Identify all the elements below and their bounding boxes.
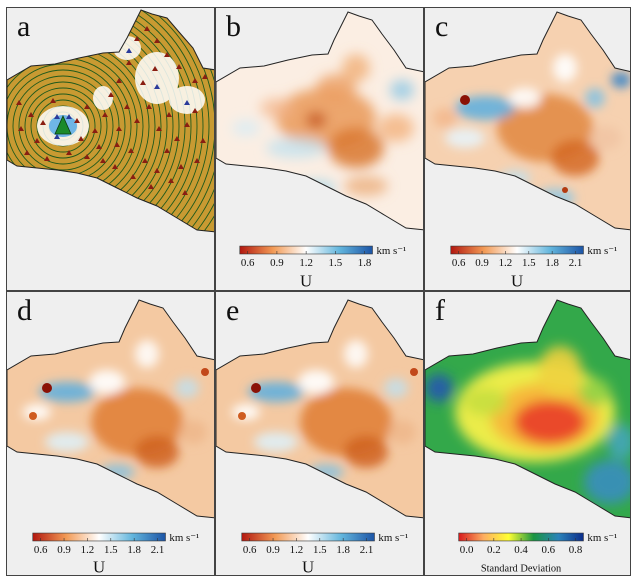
velocity-map	[7, 299, 214, 519]
panel-f: 0.0 0.2 0.4 0.6 0.8 km s⁻¹ Standard Deviatio…	[424, 291, 631, 576]
panel-e: 0.6 0.9 1.2 1.5 1.8 2.1 km s⁻¹ U e	[215, 291, 424, 576]
panel-c: 0.6 0.9 1.2 1.5 1.8 2.1 km s⁻¹ U c	[424, 7, 631, 291]
station-map	[7, 9, 214, 233]
velocity-map	[216, 11, 423, 231]
panel-b: 0.6 0.9 1.2 1.5 1.8 km s⁻¹ U b	[215, 7, 424, 291]
panel-label: f	[435, 294, 445, 327]
stddev-map	[425, 299, 630, 519]
panel-label: d	[17, 294, 32, 327]
panel-label: a	[17, 10, 31, 43]
panel-label: c	[435, 10, 449, 43]
panel-a: a	[6, 7, 215, 291]
panel-label: b	[226, 10, 241, 43]
panel-label: e	[226, 294, 240, 327]
velocity-map	[216, 299, 423, 519]
velocity-map	[425, 11, 630, 231]
panel-d: 0.6 0.9 1.2 1.5 1.8 2.1 km s⁻¹ U d	[6, 291, 215, 576]
